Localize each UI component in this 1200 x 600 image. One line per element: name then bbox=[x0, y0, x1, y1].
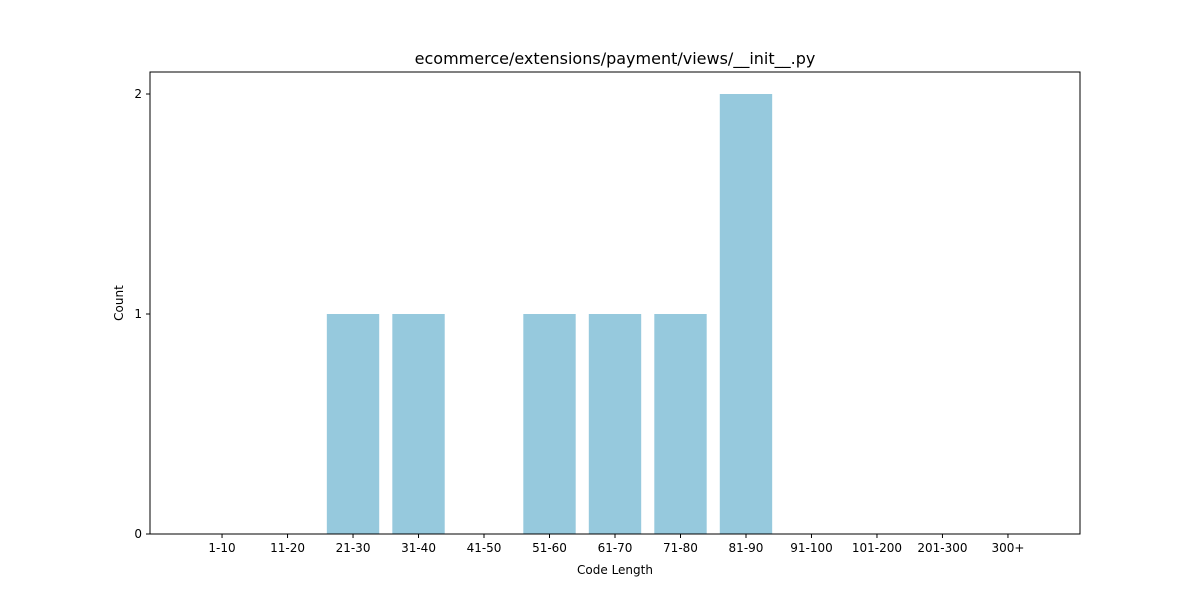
bar-61-70 bbox=[588, 314, 642, 534]
bar-21-30 bbox=[326, 314, 380, 534]
y-axis-label: Count bbox=[112, 285, 126, 321]
x-tick-label: 300+ bbox=[991, 541, 1024, 555]
bar-31-40 bbox=[392, 314, 445, 534]
x-tick-label: 91-100 bbox=[790, 541, 833, 555]
y-tick-label: 2 bbox=[134, 87, 142, 101]
x-tick-label: 1-10 bbox=[208, 541, 235, 555]
x-tick-label: 81-90 bbox=[729, 541, 764, 555]
x-axis-label: Code Length bbox=[577, 563, 653, 577]
y-tick-label: 1 bbox=[134, 307, 142, 321]
x-tick-label: 21-30 bbox=[336, 541, 371, 555]
x-tick-label: 51-60 bbox=[532, 541, 567, 555]
x-tick-label: 31-40 bbox=[401, 541, 436, 555]
x-tick-label: 41-50 bbox=[467, 541, 502, 555]
bar-71-80 bbox=[654, 314, 707, 534]
x-tick-label: 71-80 bbox=[663, 541, 698, 555]
chart-title: ecommerce/extensions/payment/views/__ini… bbox=[415, 49, 816, 69]
bars-group bbox=[326, 94, 773, 534]
x-tick-label: 11-20 bbox=[270, 541, 305, 555]
bar-81-90 bbox=[719, 94, 773, 534]
y-axis-ticks: 0 1 2 bbox=[134, 87, 150, 541]
x-tick-label: 61-70 bbox=[598, 541, 633, 555]
x-tick-label: 101-200 bbox=[852, 541, 902, 555]
plot-area-frame bbox=[149, 71, 1081, 535]
y-tick-label: 0 bbox=[134, 527, 142, 541]
x-tick-label: 201-300 bbox=[917, 541, 967, 555]
bar-51-60 bbox=[523, 314, 576, 534]
x-axis-ticks: 1-10 11-20 21-30 31-40 41-50 51-60 61-70 71-80 8… bbox=[208, 534, 1024, 555]
